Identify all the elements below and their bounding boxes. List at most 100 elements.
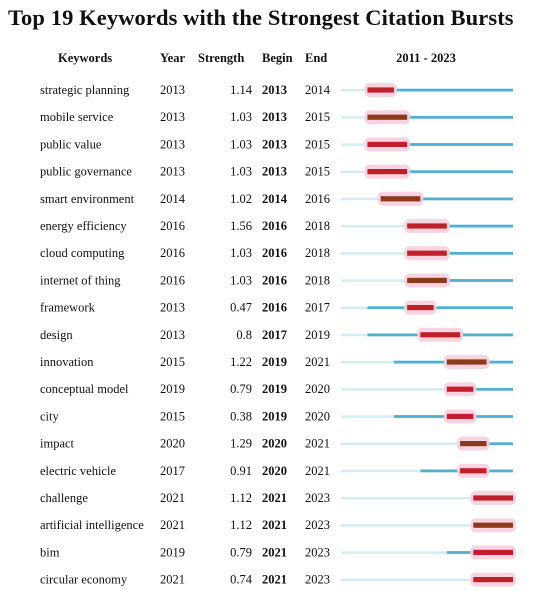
- keyword-timeline: [407, 251, 513, 255]
- strength-value: 1.03: [230, 273, 252, 287]
- burst-bar: [460, 468, 487, 474]
- burst-bar: [367, 169, 408, 175]
- keyword-label: artificial intelligence: [40, 518, 144, 532]
- keyword-label: framework: [40, 301, 96, 315]
- burst-bar: [367, 114, 408, 120]
- burst-bar: [473, 549, 513, 555]
- keyword-timeline: [367, 115, 513, 119]
- keyword-label: conceptual model: [40, 382, 129, 396]
- strength-value: 1.12: [230, 518, 252, 532]
- year-value: 2016: [160, 219, 185, 233]
- keyword-timeline: [367, 143, 513, 146]
- begin-value: 2013: [262, 137, 287, 151]
- end-value: 2021: [305, 437, 330, 451]
- begin-value: 2021: [262, 573, 287, 587]
- keyword-timeline: [407, 279, 513, 282]
- burst-bar: [473, 495, 513, 501]
- year-value: 2016: [160, 246, 185, 260]
- year-value: 2021: [160, 573, 185, 587]
- row-band: [341, 524, 513, 527]
- keyword-label: city: [40, 409, 59, 423]
- strength-value: 0.47: [230, 301, 252, 315]
- begin-value: 2013: [262, 165, 287, 179]
- strength-value: 1.56: [230, 219, 252, 233]
- keyword-label: bim: [40, 545, 60, 559]
- year-value: 2016: [160, 273, 185, 287]
- end-value: 2017: [305, 301, 330, 315]
- keyword-timeline: [367, 170, 513, 174]
- keyword-label: strategic planning: [40, 83, 130, 97]
- end-value: 2021: [305, 355, 330, 369]
- strength-value: 0.74: [230, 573, 253, 587]
- keyword-timeline: [446, 387, 513, 391]
- year-value: 2015: [160, 355, 185, 369]
- year-value: 2021: [160, 518, 185, 532]
- strength-value: 1.22: [230, 355, 252, 369]
- year-value: 2015: [160, 409, 185, 423]
- strength-value: 0.79: [230, 382, 252, 396]
- begin-value: 2016: [262, 273, 287, 287]
- keyword-label: impact: [40, 437, 75, 451]
- keyword-label: cloud computing: [40, 246, 125, 260]
- end-value: 2023: [305, 491, 330, 505]
- end-value: 2015: [305, 165, 330, 179]
- burst-bar: [420, 332, 461, 338]
- burst-bar: [446, 413, 474, 419]
- keyword-label: mobile service: [40, 110, 114, 124]
- strength-value: 1.12: [230, 491, 252, 505]
- year-value: 2014: [160, 192, 186, 206]
- end-value: 2018: [305, 273, 330, 287]
- burst-bar: [473, 522, 513, 528]
- strength-value: 1.03: [230, 137, 252, 151]
- end-value: 2023: [305, 573, 330, 587]
- strength-value: 1.03: [230, 165, 252, 179]
- begin-value: 2014: [262, 192, 288, 206]
- year-value: 2019: [160, 382, 185, 396]
- header-strength: Strength: [198, 51, 244, 65]
- year-value: 2013: [160, 165, 185, 179]
- keyword-timeline: [407, 224, 513, 228]
- row-band: [341, 551, 513, 554]
- burst-bar: [446, 359, 487, 365]
- strength-value: 0.8: [236, 328, 252, 342]
- keyword-label: innovation: [40, 355, 94, 369]
- burst-bar: [407, 277, 447, 283]
- header-year-range: 2011 - 2023: [396, 51, 456, 65]
- strength-value: 1.29: [230, 437, 252, 451]
- end-value: 2014: [305, 83, 331, 97]
- end-value: 2018: [305, 246, 330, 260]
- begin-value: 2016: [262, 246, 287, 260]
- strength-value: 1.14: [230, 83, 253, 97]
- begin-value: 2019: [262, 409, 287, 423]
- keyword-label: design: [40, 328, 73, 342]
- end-value: 2018: [305, 219, 330, 233]
- row-band: [341, 388, 513, 391]
- keyword-timeline: [367, 88, 513, 92]
- keyword-label: energy efficiency: [40, 219, 127, 233]
- keyword-timeline: [367, 306, 513, 310]
- year-value: 2013: [160, 137, 185, 151]
- end-value: 2021: [305, 464, 330, 478]
- strength-value: 0.91: [230, 464, 252, 478]
- begin-value: 2021: [262, 491, 287, 505]
- burst-rows: strategic planning 2013 1.14 2013 2014 mobile…: [40, 83, 516, 587]
- burst-bar: [460, 441, 487, 447]
- strength-value: 0.38: [230, 409, 252, 423]
- keyword-label: electric vehicle: [40, 464, 116, 478]
- burst-bar: [407, 223, 447, 229]
- burst-bar: [407, 250, 447, 256]
- begin-value: 2019: [262, 382, 287, 396]
- year-value: 2020: [160, 437, 185, 451]
- begin-value: 2016: [262, 219, 287, 233]
- strength-value: 1.03: [230, 246, 252, 260]
- end-value: 2020: [305, 409, 330, 423]
- begin-value: 2013: [262, 110, 287, 124]
- begin-value: 2021: [262, 545, 287, 559]
- end-value: 2015: [305, 137, 330, 151]
- year-value: 2013: [160, 301, 185, 315]
- keyword-label: smart environment: [40, 192, 135, 206]
- strength-value: 1.02: [230, 192, 252, 206]
- keyword-label: internet of thing: [40, 273, 121, 287]
- year-value: 2019: [160, 545, 185, 559]
- end-value: 2020: [305, 382, 330, 396]
